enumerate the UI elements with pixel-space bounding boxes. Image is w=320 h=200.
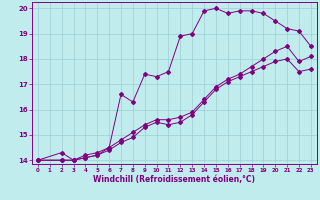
X-axis label: Windchill (Refroidissement éolien,°C): Windchill (Refroidissement éolien,°C) (93, 175, 255, 184)
